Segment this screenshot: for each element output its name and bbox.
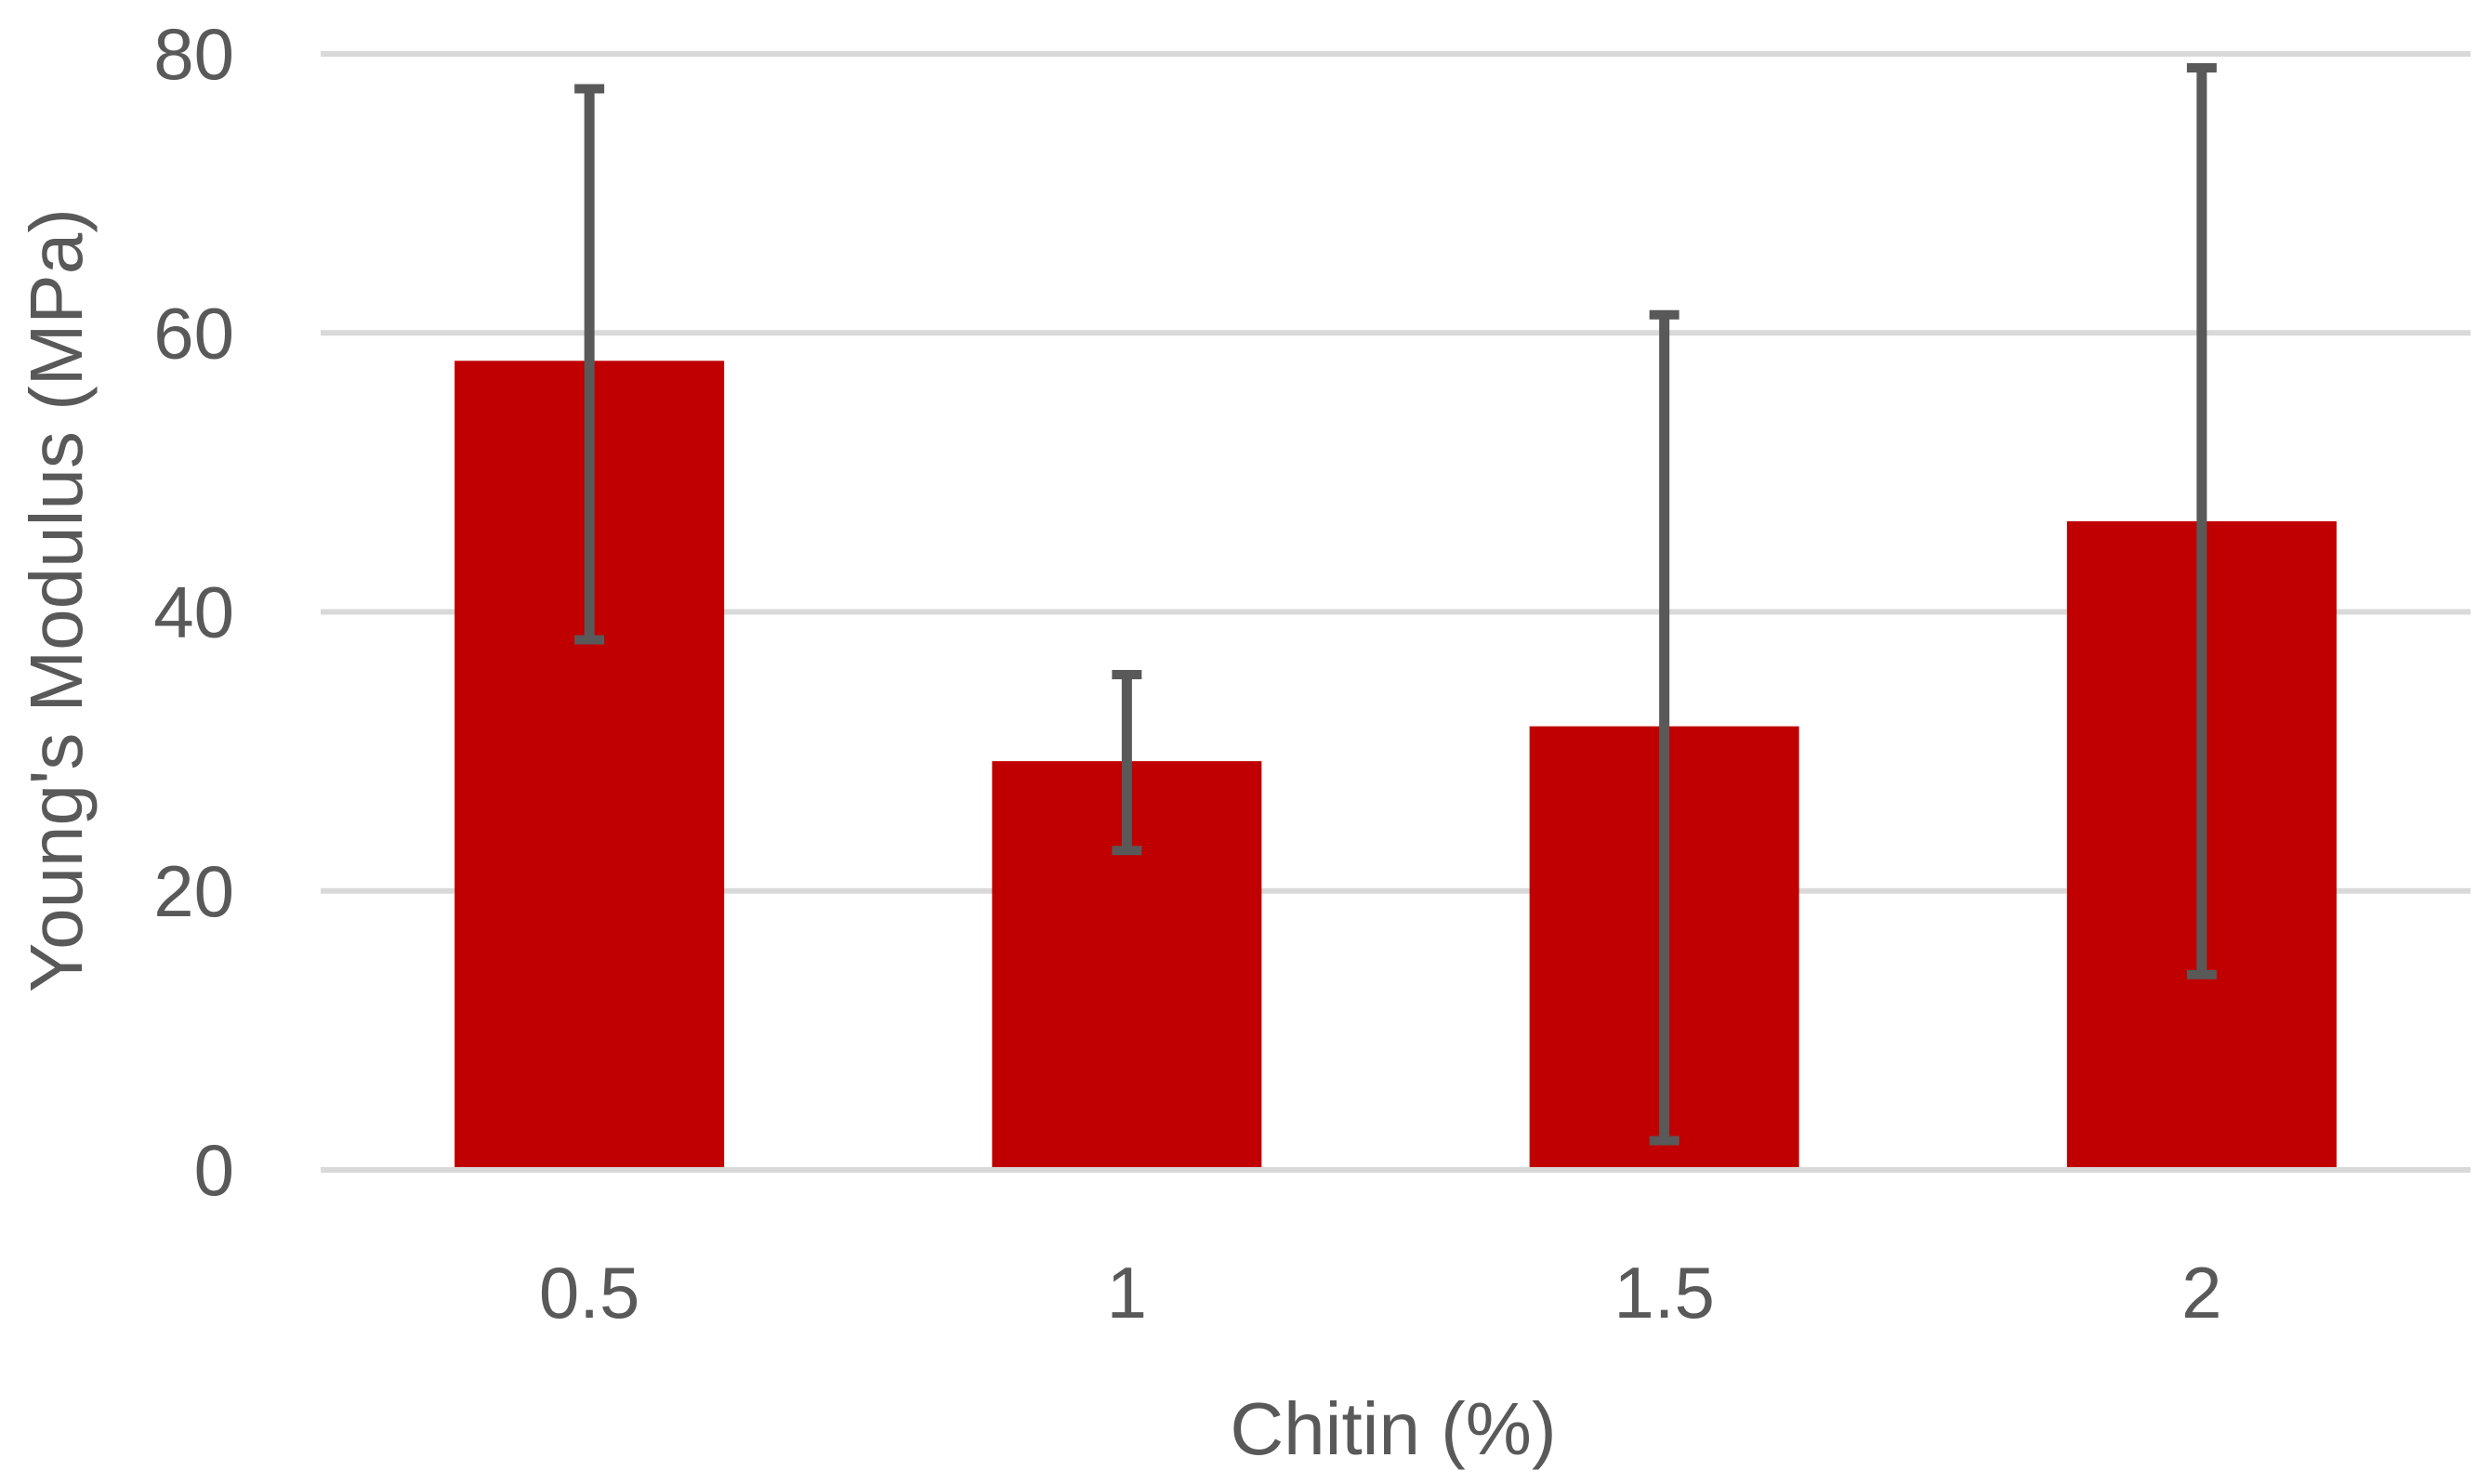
x-axis-title: Chitin (%) — [1230, 1387, 1556, 1470]
y-tick-label: 80 — [153, 13, 234, 95]
error-bar — [574, 84, 605, 645]
error-bar — [1112, 670, 1142, 856]
bars — [455, 361, 2337, 1167]
error-bars — [574, 63, 2217, 1146]
y-tick-labels: 0 20 40 60 80 — [153, 13, 234, 1211]
y-tick-label: 40 — [153, 571, 234, 653]
x-tick-label: 1 — [1107, 1252, 1147, 1333]
y-tick-label: 0 — [194, 1129, 234, 1211]
x-tick-label: 1.5 — [1614, 1252, 1714, 1333]
y-tick-label: 60 — [153, 292, 234, 374]
y-tick-label: 20 — [153, 850, 234, 932]
x-tick-labels: 0.5 1 1.5 2 — [539, 1252, 2222, 1333]
x-tick-label: 0.5 — [539, 1252, 639, 1333]
error-bar — [2186, 63, 2217, 979]
y-axis-title: Young's Modulus (MPa) — [15, 208, 98, 992]
error-bar — [1649, 309, 1680, 1146]
x-tick-label: 2 — [2181, 1252, 2221, 1333]
